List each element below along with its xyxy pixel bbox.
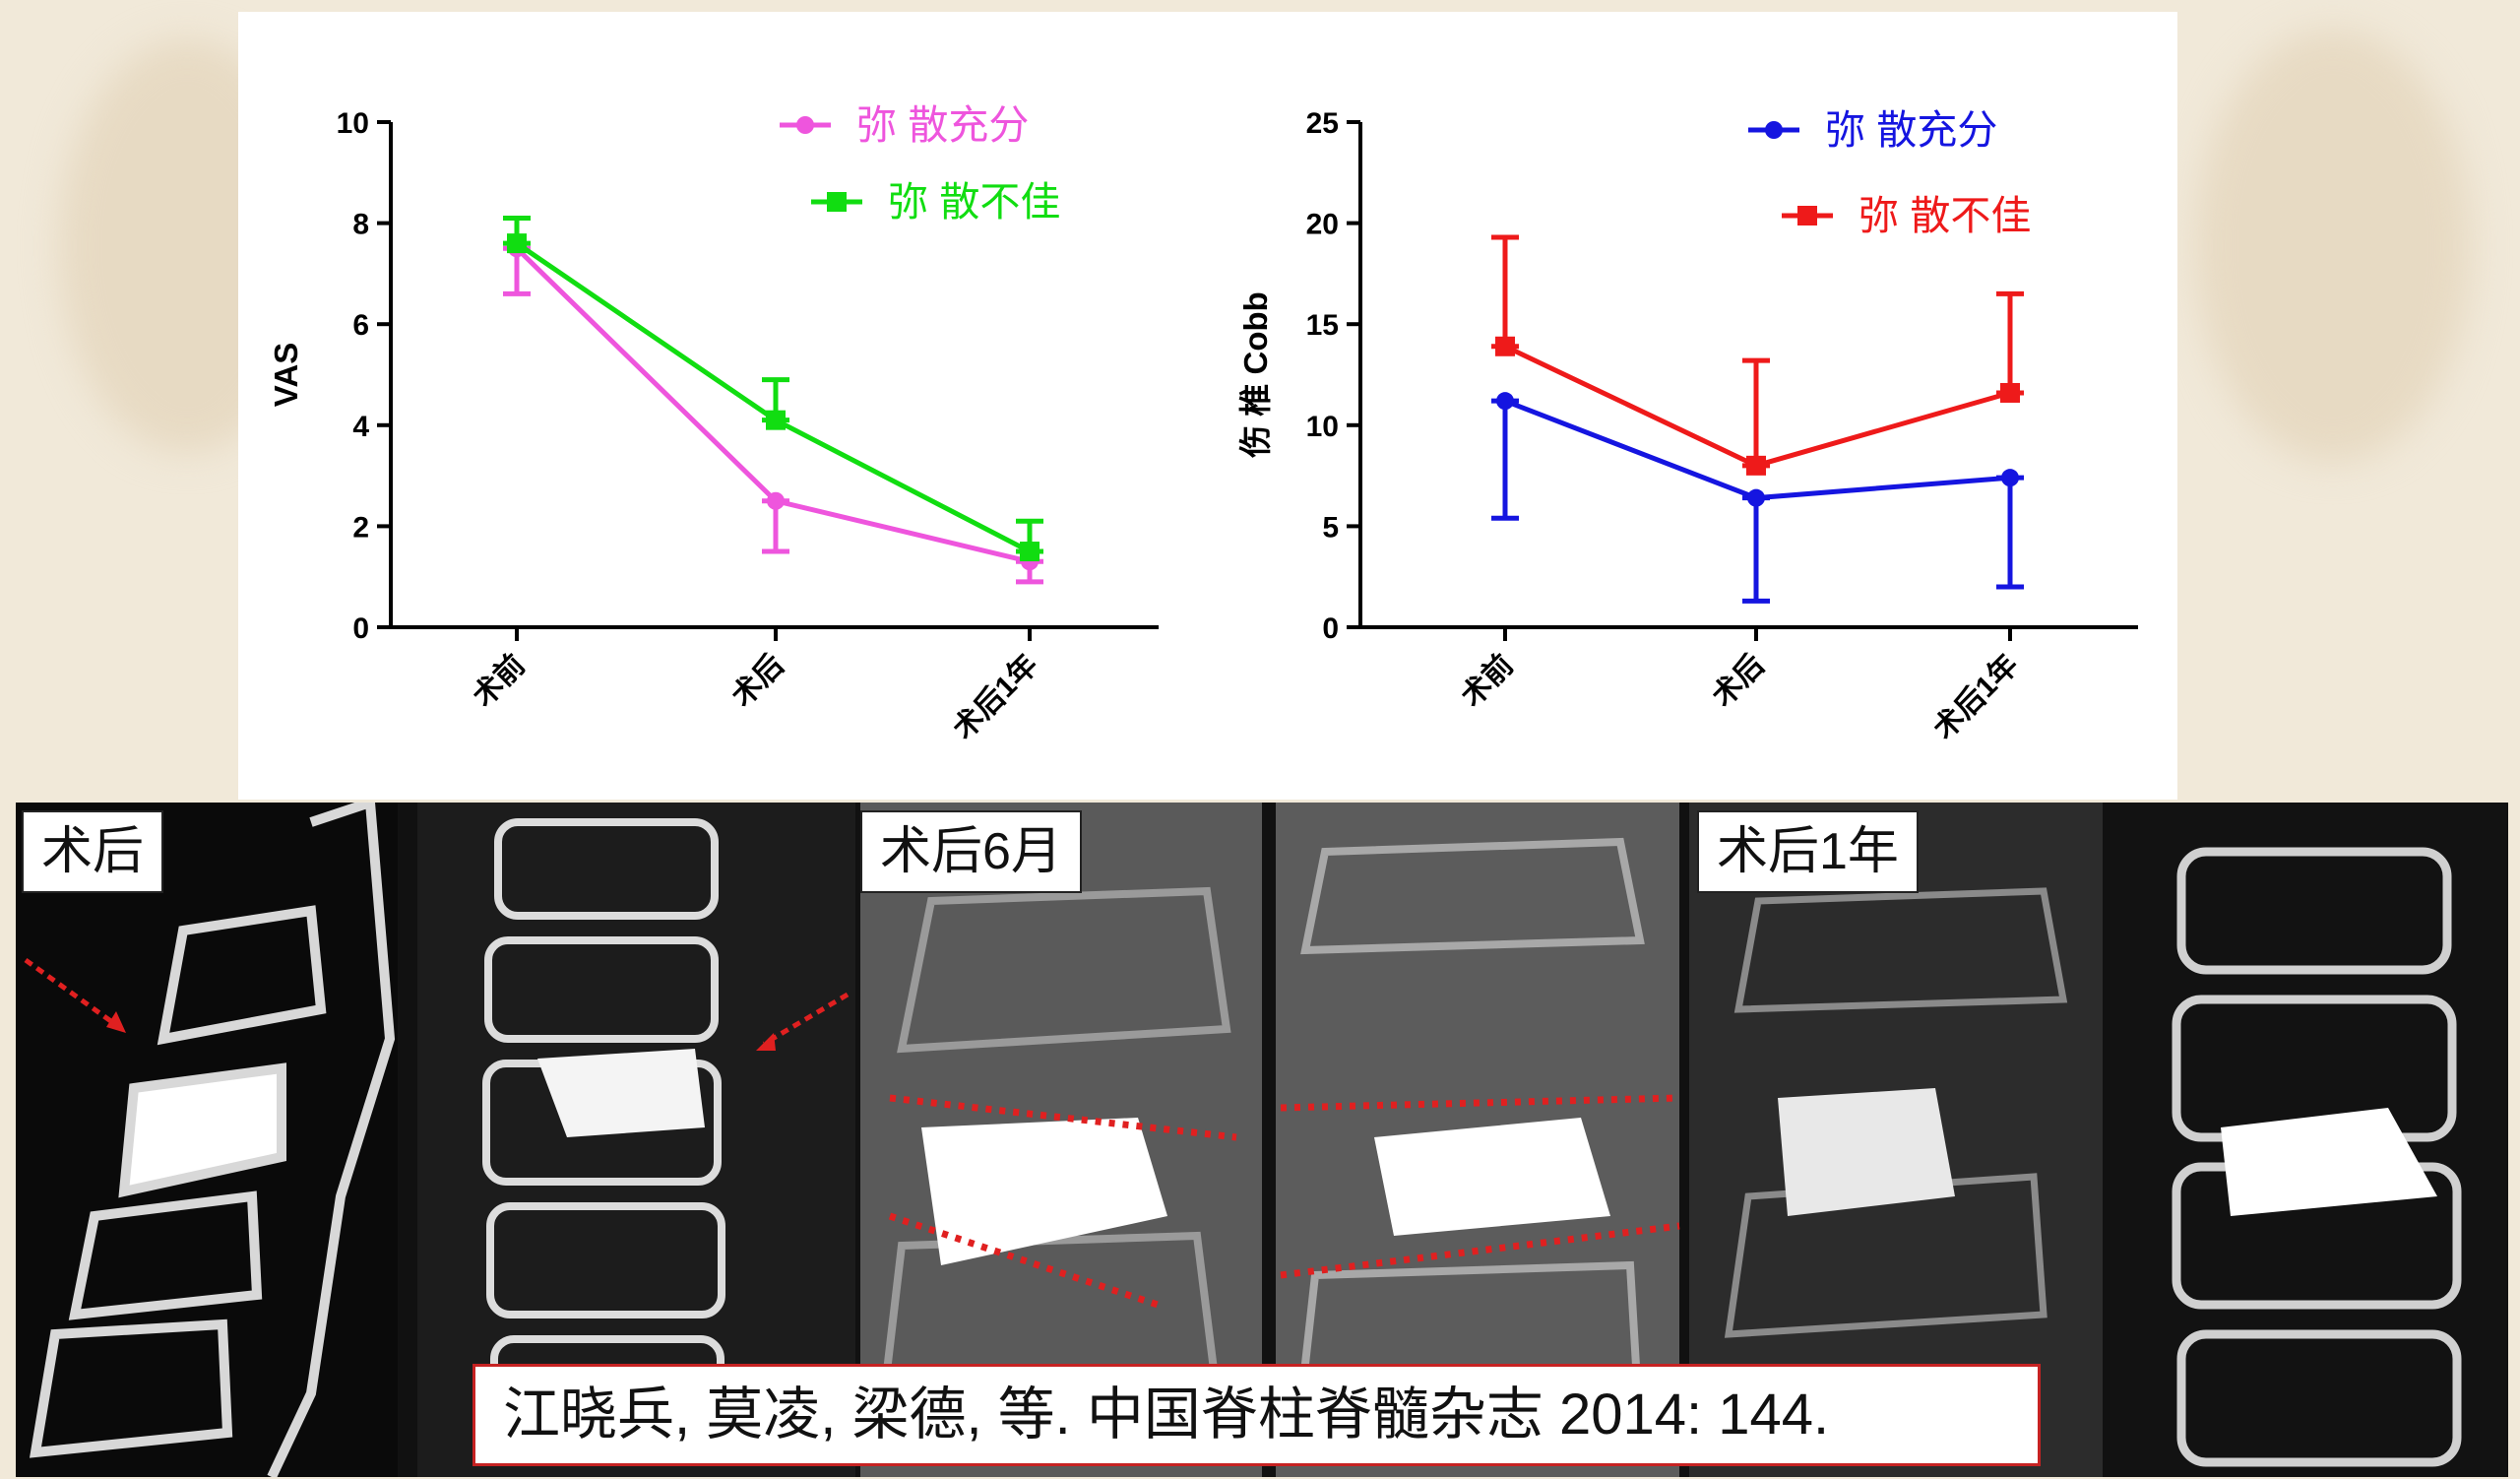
data-point <box>1495 336 1515 356</box>
legend-label: 弥 散充分 <box>1825 107 1997 153</box>
data-point <box>1746 455 1766 476</box>
y-tick-label: 10 <box>337 107 369 140</box>
data-point <box>2001 469 2019 487</box>
label-post-op-1-year: 术后1年 <box>1697 810 1919 893</box>
legend-label: 弥 散不佳 <box>888 179 1060 225</box>
data-point <box>1496 392 1514 411</box>
series-2 <box>503 215 1043 562</box>
label-post-op-6-months: 术后6月 <box>860 810 1082 893</box>
legend-label: 弥 散充分 <box>856 102 1029 148</box>
label-post-op: 术后 <box>22 810 164 893</box>
legend-entry: 弥 散充分 <box>1748 107 1997 153</box>
chart-panel: 0 2 4 6 8 10 VAS 术前 术后 术后1年 弥 散充分弥 散不佳 0 5 10 15 20 25 伤 … <box>238 12 2177 800</box>
legend-entry: 弥 散不佳 <box>811 179 1060 225</box>
y-tick-label: 6 <box>352 309 369 342</box>
y-tick-label: 10 <box>1306 411 1339 443</box>
data-point <box>766 410 786 430</box>
y-tick-label: 20 <box>1306 209 1339 241</box>
x-tick-label: 术前 <box>1455 649 1520 714</box>
x-tick-label: 术前 <box>467 649 532 714</box>
y-tick-label: 4 <box>352 411 369 443</box>
legend-label: 弥 散不佳 <box>1858 193 2031 238</box>
series-1 <box>1491 392 2024 604</box>
data-point <box>2000 382 2020 403</box>
legend-marker <box>827 192 847 212</box>
y-tick-label: 2 <box>352 511 369 544</box>
y-axis-title: VAS <box>268 343 304 407</box>
y-tick-label: 5 <box>1322 511 1339 544</box>
legend-entry: 弥 散充分 <box>780 102 1029 148</box>
y-tick-label: 0 <box>1322 612 1339 645</box>
data-point <box>1020 542 1040 562</box>
series-2 <box>1491 234 2024 476</box>
y-axis-title: 伤 椎 Cobb <box>1237 291 1274 459</box>
y-tick-label: 0 <box>352 612 369 645</box>
y-tick-label: 15 <box>1306 309 1339 342</box>
legend-marker <box>1797 206 1817 225</box>
y-tick-label: 25 <box>1306 107 1339 140</box>
x-tick-label: 术后1年 <box>947 649 1044 746</box>
legend-entry: 弥 散不佳 <box>1782 193 2031 238</box>
data-point <box>507 233 527 254</box>
citation: 江晓兵, 莫凌, 梁德, 等. 中国脊柱脊髓杂志 2014: 144. <box>472 1364 2041 1466</box>
xray-panel-1 <box>16 803 398 1477</box>
y-tick-label: 8 <box>352 209 369 241</box>
data-point <box>1747 488 1765 507</box>
x-tick-label: 术后 <box>1706 649 1771 714</box>
legend-marker <box>1765 121 1783 139</box>
xray-panel-6 <box>2110 803 2508 1477</box>
x-tick-label: 术后1年 <box>1927 649 2025 746</box>
x-tick-label: 术后 <box>725 649 790 714</box>
legend-marker <box>796 116 814 134</box>
background-blotch <box>2195 30 2471 463</box>
data-point <box>767 491 785 510</box>
